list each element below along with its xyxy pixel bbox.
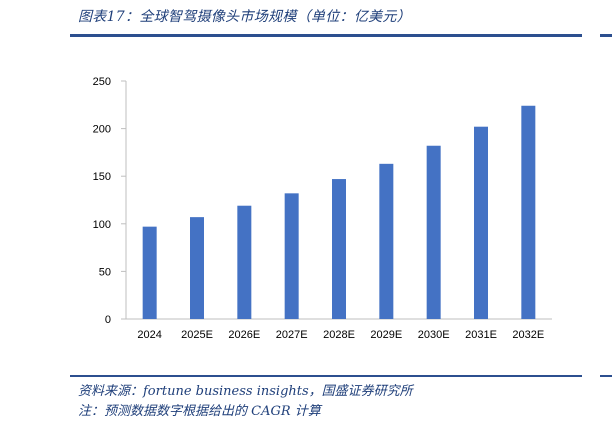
x-tick-label: 2031E <box>465 329 497 341</box>
top-divider <box>70 34 582 37</box>
bar-2032e <box>521 105 536 319</box>
top-divider-stub <box>600 34 612 37</box>
x-tick-label: 2030E <box>418 329 450 341</box>
bar-2029e <box>379 163 394 319</box>
x-tick-label: 2025E <box>181 329 213 341</box>
y-tick-label: 100 <box>93 219 111 231</box>
x-tick-label: 2027E <box>276 329 308 341</box>
x-tick-label: 2024 <box>137 329 161 341</box>
source-note: 资料来源：fortune business insights，国盛证券研究所 <box>78 384 413 399</box>
x-tick-label: 2029E <box>370 329 402 341</box>
y-tick-label: 250 <box>93 76 111 88</box>
bottom-divider <box>70 375 582 377</box>
x-tick-label: 2028E <box>323 329 355 341</box>
y-tick-label: 200 <box>93 124 111 136</box>
y-tick-label: 150 <box>93 171 111 183</box>
figure-title: 图表17：全球智驾摄像头市场规模（单位：亿美元） <box>78 9 412 25</box>
y-tick-label: 0 <box>105 314 111 326</box>
bar-2026e <box>237 205 252 319</box>
y-tick-label: 50 <box>99 266 111 278</box>
calculation-note: 注：预测数据数字根据给出的 CAGR 计算 <box>78 404 321 419</box>
bar-2027e <box>284 193 299 319</box>
bar-2024 <box>142 226 157 319</box>
bar-2031e <box>474 126 488 319</box>
x-tick-label: 2026E <box>228 329 260 341</box>
bar-2028e <box>332 179 346 319</box>
bottom-divider-stub <box>600 375 612 377</box>
bar-2025e <box>190 217 204 319</box>
bar-2030e <box>426 145 441 319</box>
x-tick-label: 2032E <box>512 329 544 341</box>
